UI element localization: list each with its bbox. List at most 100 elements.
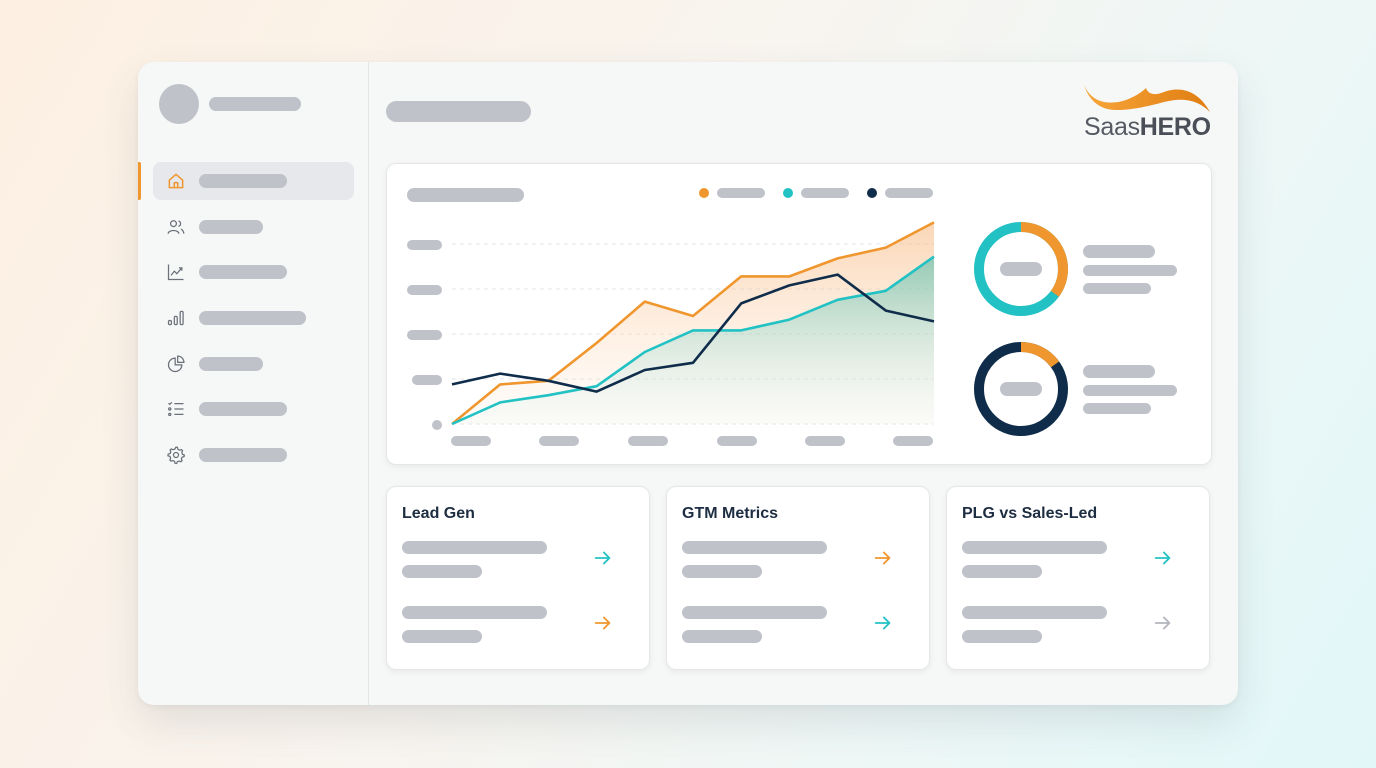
arrow-right-icon[interactable] xyxy=(1152,547,1174,569)
sidebar-item-tasks[interactable] xyxy=(153,390,354,428)
x-tick-label xyxy=(539,436,579,446)
sidebar-item-label xyxy=(199,265,287,280)
legend-item-orange[interactable] xyxy=(699,188,765,198)
card-row[interactable] xyxy=(682,541,912,578)
sidebar-item-home[interactable] xyxy=(138,162,354,200)
donut-sublabel xyxy=(1083,402,1151,414)
donut-center-value xyxy=(1000,382,1042,396)
arrow-right-icon[interactable] xyxy=(872,612,894,634)
saashero-logo[interactable]: SaasHERO xyxy=(1080,80,1216,142)
donut-sublabel xyxy=(1083,384,1177,396)
gear-icon xyxy=(165,444,187,466)
x-tick-label xyxy=(628,436,668,446)
logo-text: SaasHERO xyxy=(1084,113,1211,141)
card-gtm-metrics[interactable]: GTM Metrics xyxy=(666,486,930,670)
y-tick-label xyxy=(407,285,442,295)
donut-stat-2[interactable] xyxy=(973,341,1177,437)
main-content: SaasHERO xyxy=(370,62,1238,705)
row-subtitle xyxy=(962,630,1042,643)
y-tick-label xyxy=(412,375,442,385)
chart-lines xyxy=(451,221,935,426)
bar-chart-icon xyxy=(165,307,187,329)
legend-dot xyxy=(867,188,877,198)
arrow-right-icon[interactable] xyxy=(592,612,614,634)
row-title xyxy=(682,541,827,554)
donut-label xyxy=(1083,364,1155,378)
card-title: PLG vs Sales-Led xyxy=(962,505,1098,522)
x-tick-label xyxy=(717,436,757,446)
trend-chart-icon xyxy=(165,261,187,283)
row-title xyxy=(682,606,827,619)
card-row[interactable] xyxy=(402,606,632,643)
swoosh-wave-icon xyxy=(1084,84,1210,112)
row-subtitle xyxy=(402,565,482,578)
y-tick-label xyxy=(407,330,442,340)
legend-dot xyxy=(783,188,793,198)
card-title: Lead Gen xyxy=(402,505,475,522)
sidebar-item-label xyxy=(199,311,306,326)
donut-sublabel xyxy=(1083,282,1151,294)
x-tick-label xyxy=(893,436,933,446)
row-title xyxy=(962,606,1107,619)
donut-description xyxy=(1083,244,1177,294)
sidebar-item-analytics[interactable] xyxy=(153,299,354,337)
line-chart[interactable] xyxy=(387,164,1213,466)
card-plg-vs-sales-led[interactable]: PLG vs Sales-Led xyxy=(946,486,1210,670)
card-lead-gen[interactable]: Lead Gen xyxy=(386,486,650,670)
legend-item-navy[interactable] xyxy=(867,188,933,198)
sidebar-item-label xyxy=(199,219,263,234)
donut-label xyxy=(1083,244,1155,258)
sidebar-nav xyxy=(138,162,369,482)
donut-stat-1[interactable] xyxy=(973,221,1177,317)
row-title xyxy=(402,606,547,619)
row-subtitle xyxy=(402,630,482,643)
sidebar-item-label xyxy=(199,356,263,371)
legend-label xyxy=(717,188,765,198)
card-title: GTM Metrics xyxy=(682,505,779,522)
legend-label xyxy=(885,188,933,198)
arrow-right-icon[interactable] xyxy=(592,547,614,569)
sidebar-item-label xyxy=(199,174,287,188)
donut-chart xyxy=(973,221,1069,317)
x-tick-label xyxy=(805,436,845,446)
row-subtitle xyxy=(682,565,762,578)
profile-name-placeholder xyxy=(209,97,301,111)
donut-center-value xyxy=(1000,262,1042,276)
chart-legend xyxy=(699,188,951,198)
sidebar-item-users[interactable] xyxy=(153,208,354,246)
legend-item-teal[interactable] xyxy=(783,188,849,198)
donut-description xyxy=(1083,364,1177,414)
chart-areas xyxy=(452,222,934,424)
checklist-icon xyxy=(165,398,187,420)
pie-chart-icon xyxy=(165,353,187,375)
chart-title xyxy=(407,188,524,202)
sidebar xyxy=(138,62,369,705)
row-title xyxy=(402,541,547,554)
row-title xyxy=(962,541,1107,554)
y-tick-label xyxy=(432,420,442,430)
card-row[interactable] xyxy=(962,541,1192,578)
donut-sublabel xyxy=(1083,264,1177,276)
card-row[interactable] xyxy=(402,541,632,578)
sidebar-item-trends[interactable] xyxy=(153,253,354,291)
row-subtitle xyxy=(682,630,762,643)
donut-chart xyxy=(973,341,1069,437)
card-row[interactable] xyxy=(682,606,912,643)
user-profile[interactable] xyxy=(159,84,301,124)
card-row[interactable] xyxy=(962,606,1192,643)
legend-label xyxy=(801,188,849,198)
home-icon xyxy=(165,170,187,192)
legend-dot xyxy=(699,188,709,198)
arrow-right-icon[interactable] xyxy=(1152,612,1174,634)
app-window: SaasHERO xyxy=(138,62,1238,705)
sidebar-item-reports[interactable] xyxy=(153,345,354,383)
row-subtitle xyxy=(962,565,1042,578)
y-tick-label xyxy=(407,240,442,250)
arrow-right-icon[interactable] xyxy=(872,547,894,569)
avatar[interactable] xyxy=(159,84,199,124)
users-icon xyxy=(165,216,187,238)
sidebar-item-label xyxy=(199,402,287,417)
sidebar-item-label xyxy=(199,448,287,463)
sidebar-item-settings[interactable] xyxy=(153,436,354,474)
page-title xyxy=(386,101,531,122)
